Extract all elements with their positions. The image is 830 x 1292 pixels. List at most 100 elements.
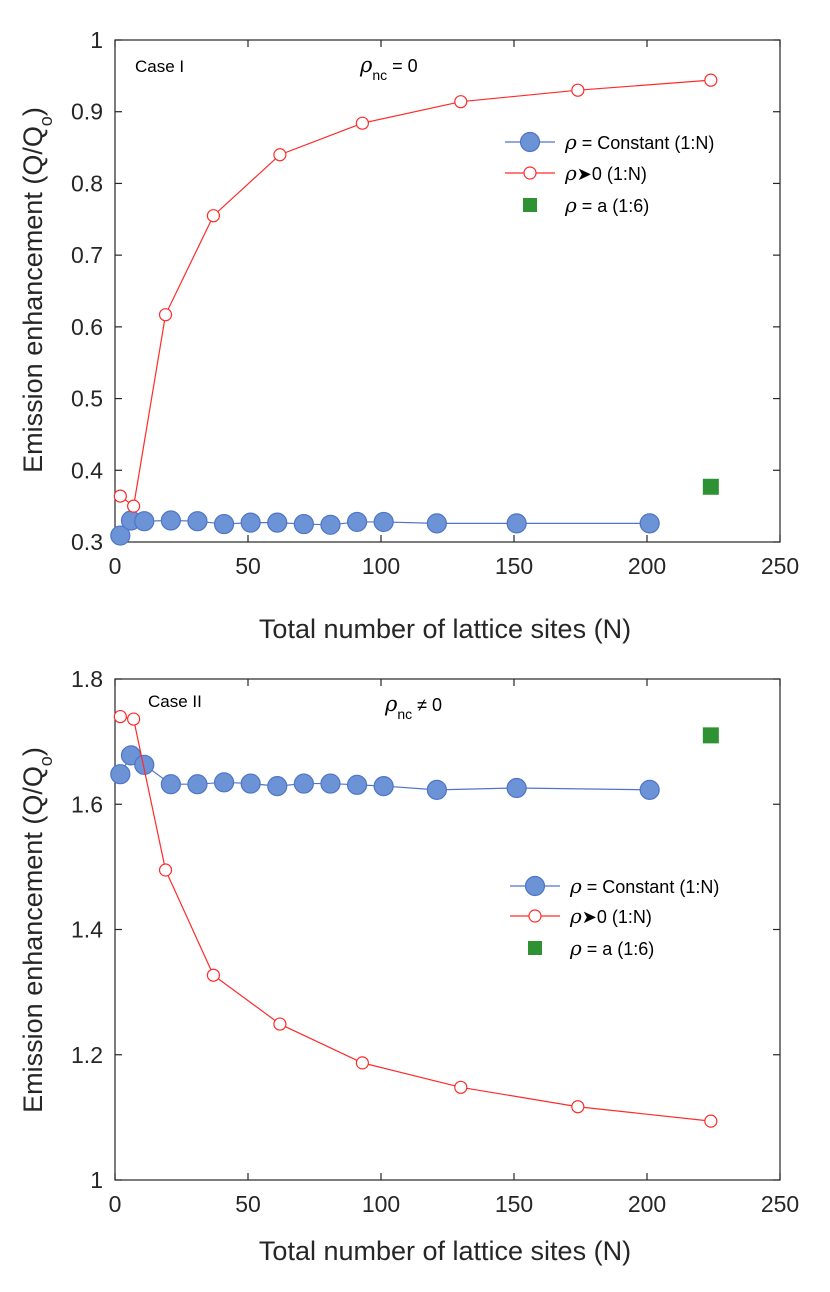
data-point xyxy=(454,95,468,109)
data-point xyxy=(187,774,208,795)
legend-marker xyxy=(523,198,537,212)
rho-subscript: nc xyxy=(397,706,412,722)
legend-label: ρ = a (1:6) xyxy=(569,936,654,960)
x-tick-label: 0 xyxy=(109,553,122,579)
x-tick-label: 50 xyxy=(235,1191,261,1217)
legend-label-text: = Constant (1:N) xyxy=(582,877,720,897)
x-axis-label: Total number of lattice sites (N) xyxy=(259,1236,631,1266)
y-tick-label: 0.9 xyxy=(71,99,103,125)
y-axis-label: Emission enhancement (Q/Qo) xyxy=(18,747,56,1113)
y-tick-label: 1 xyxy=(90,1167,103,1193)
data-point xyxy=(134,511,155,532)
x-tick-label: 250 xyxy=(761,553,799,579)
data-point xyxy=(355,116,369,130)
data-point xyxy=(571,1100,585,1114)
case-annotation: Case I xyxy=(135,57,184,76)
legend-marker xyxy=(528,941,542,955)
plot-area xyxy=(114,39,781,543)
series-2 xyxy=(113,73,718,513)
legend: ρ = Constant (1:N)ρ➤0 (1:N)ρ = a (1:6) xyxy=(510,874,719,960)
data-point xyxy=(273,1017,287,1031)
y-tick-label: 0.4 xyxy=(71,457,103,483)
data-point xyxy=(506,777,527,799)
data-point xyxy=(454,1080,468,1094)
data-point xyxy=(110,764,131,785)
plot-area xyxy=(114,678,781,1181)
data-point xyxy=(113,489,127,503)
rho-symbol: ρ xyxy=(359,53,373,77)
legend-label-text: ➤0 (1:N) xyxy=(582,907,652,927)
x-tick-label: 200 xyxy=(628,1191,666,1217)
data-point xyxy=(293,513,314,535)
legend-rho: ρ xyxy=(564,161,577,185)
x-tick-label: 150 xyxy=(495,1191,533,1217)
data-point xyxy=(346,774,368,795)
data-point xyxy=(240,773,261,794)
legend-rho: ρ xyxy=(569,936,582,960)
legend-label-text: ➤0 (1:N) xyxy=(577,164,647,184)
legend-label-text: = a (1:6) xyxy=(577,196,650,216)
y-tick-label: 0.7 xyxy=(71,242,103,268)
legend: ρ = Constant (1:N)ρ➤0 (1:N)ρ = a (1:6) xyxy=(505,130,714,217)
y-tick-label: 1 xyxy=(90,27,103,53)
data-point xyxy=(127,712,141,726)
data-point xyxy=(702,478,719,495)
x-axis-label: Total number of lattice sites (N) xyxy=(259,614,631,644)
y-axis-label-main: Emission enhancement (Q/Q xyxy=(18,126,48,473)
y-tick-label: 0.6 xyxy=(71,314,103,340)
data-point xyxy=(267,775,288,797)
rho-nc-annotation: ρnc ≠ 0 xyxy=(384,692,442,722)
data-point xyxy=(704,1114,718,1128)
data-point xyxy=(639,779,660,800)
series-3 xyxy=(702,727,719,744)
x-tick-label: 50 xyxy=(235,553,261,579)
data-point xyxy=(160,510,181,531)
legend-label: ρ = Constant (1:N) xyxy=(564,130,714,154)
x-tick-label: 100 xyxy=(362,553,400,579)
data-point xyxy=(213,513,235,535)
chart-panel-2: 0 50 100 150 200 250 1 1.2 1.4 1.6 1.8 Total number… xyxy=(18,666,799,1266)
data-point xyxy=(187,511,208,532)
legend-rho: ρ xyxy=(569,904,582,928)
legend-marker xyxy=(519,131,541,153)
y-tick-label: 1.8 xyxy=(71,666,103,692)
legend-rho: ρ xyxy=(569,874,582,898)
chart-panel-1: 0 50 100 150 200 250 0.3 0.4 0.5 0.6 0.7 0.8 0.9 1 Tot… xyxy=(18,27,799,644)
series-1 xyxy=(110,510,660,546)
x-tick-label: 200 xyxy=(628,553,666,579)
x-tick-label: 150 xyxy=(495,553,533,579)
y-axis-label-end: ) xyxy=(18,747,48,756)
y-tick-label: 1.2 xyxy=(71,1042,103,1068)
data-point xyxy=(160,774,181,795)
data-point xyxy=(134,754,155,775)
y-tick-label: 1.4 xyxy=(71,917,103,943)
y-axis-label-main: Emission enhancement (Q/Q xyxy=(18,766,48,1113)
data-point xyxy=(702,727,719,744)
data-point xyxy=(355,1056,369,1070)
y-axis-label-sub: o xyxy=(36,116,56,126)
data-point xyxy=(426,779,447,800)
y-tick-label: 0.5 xyxy=(71,386,103,412)
rho-relation: = 0 xyxy=(387,56,418,76)
series-1 xyxy=(110,745,660,800)
data-point xyxy=(639,513,660,534)
legend-label: ρ➤0 (1:N) xyxy=(569,904,652,928)
case-annotation: Case II xyxy=(148,692,202,711)
legend-rho: ρ xyxy=(564,193,577,217)
data-point xyxy=(158,308,173,322)
x-tick-label: 100 xyxy=(362,1191,400,1217)
rho-subscript: nc xyxy=(372,67,387,83)
data-point xyxy=(426,513,447,534)
data-point xyxy=(213,772,235,793)
data-point xyxy=(704,73,718,87)
rho-nc-annotation: ρnc = 0 xyxy=(359,53,418,83)
legend-marker xyxy=(524,875,546,897)
legend-label: ρ➤0 (1:N) xyxy=(564,161,647,185)
y-axis-label-sub: o xyxy=(36,756,56,766)
x-tick-label: 0 xyxy=(109,1191,122,1217)
data-point xyxy=(320,514,341,535)
y-tick-label: 1.6 xyxy=(71,791,103,817)
series-2 xyxy=(113,709,718,1128)
data-point xyxy=(273,148,287,162)
y-tick-label: 0.8 xyxy=(71,170,103,196)
